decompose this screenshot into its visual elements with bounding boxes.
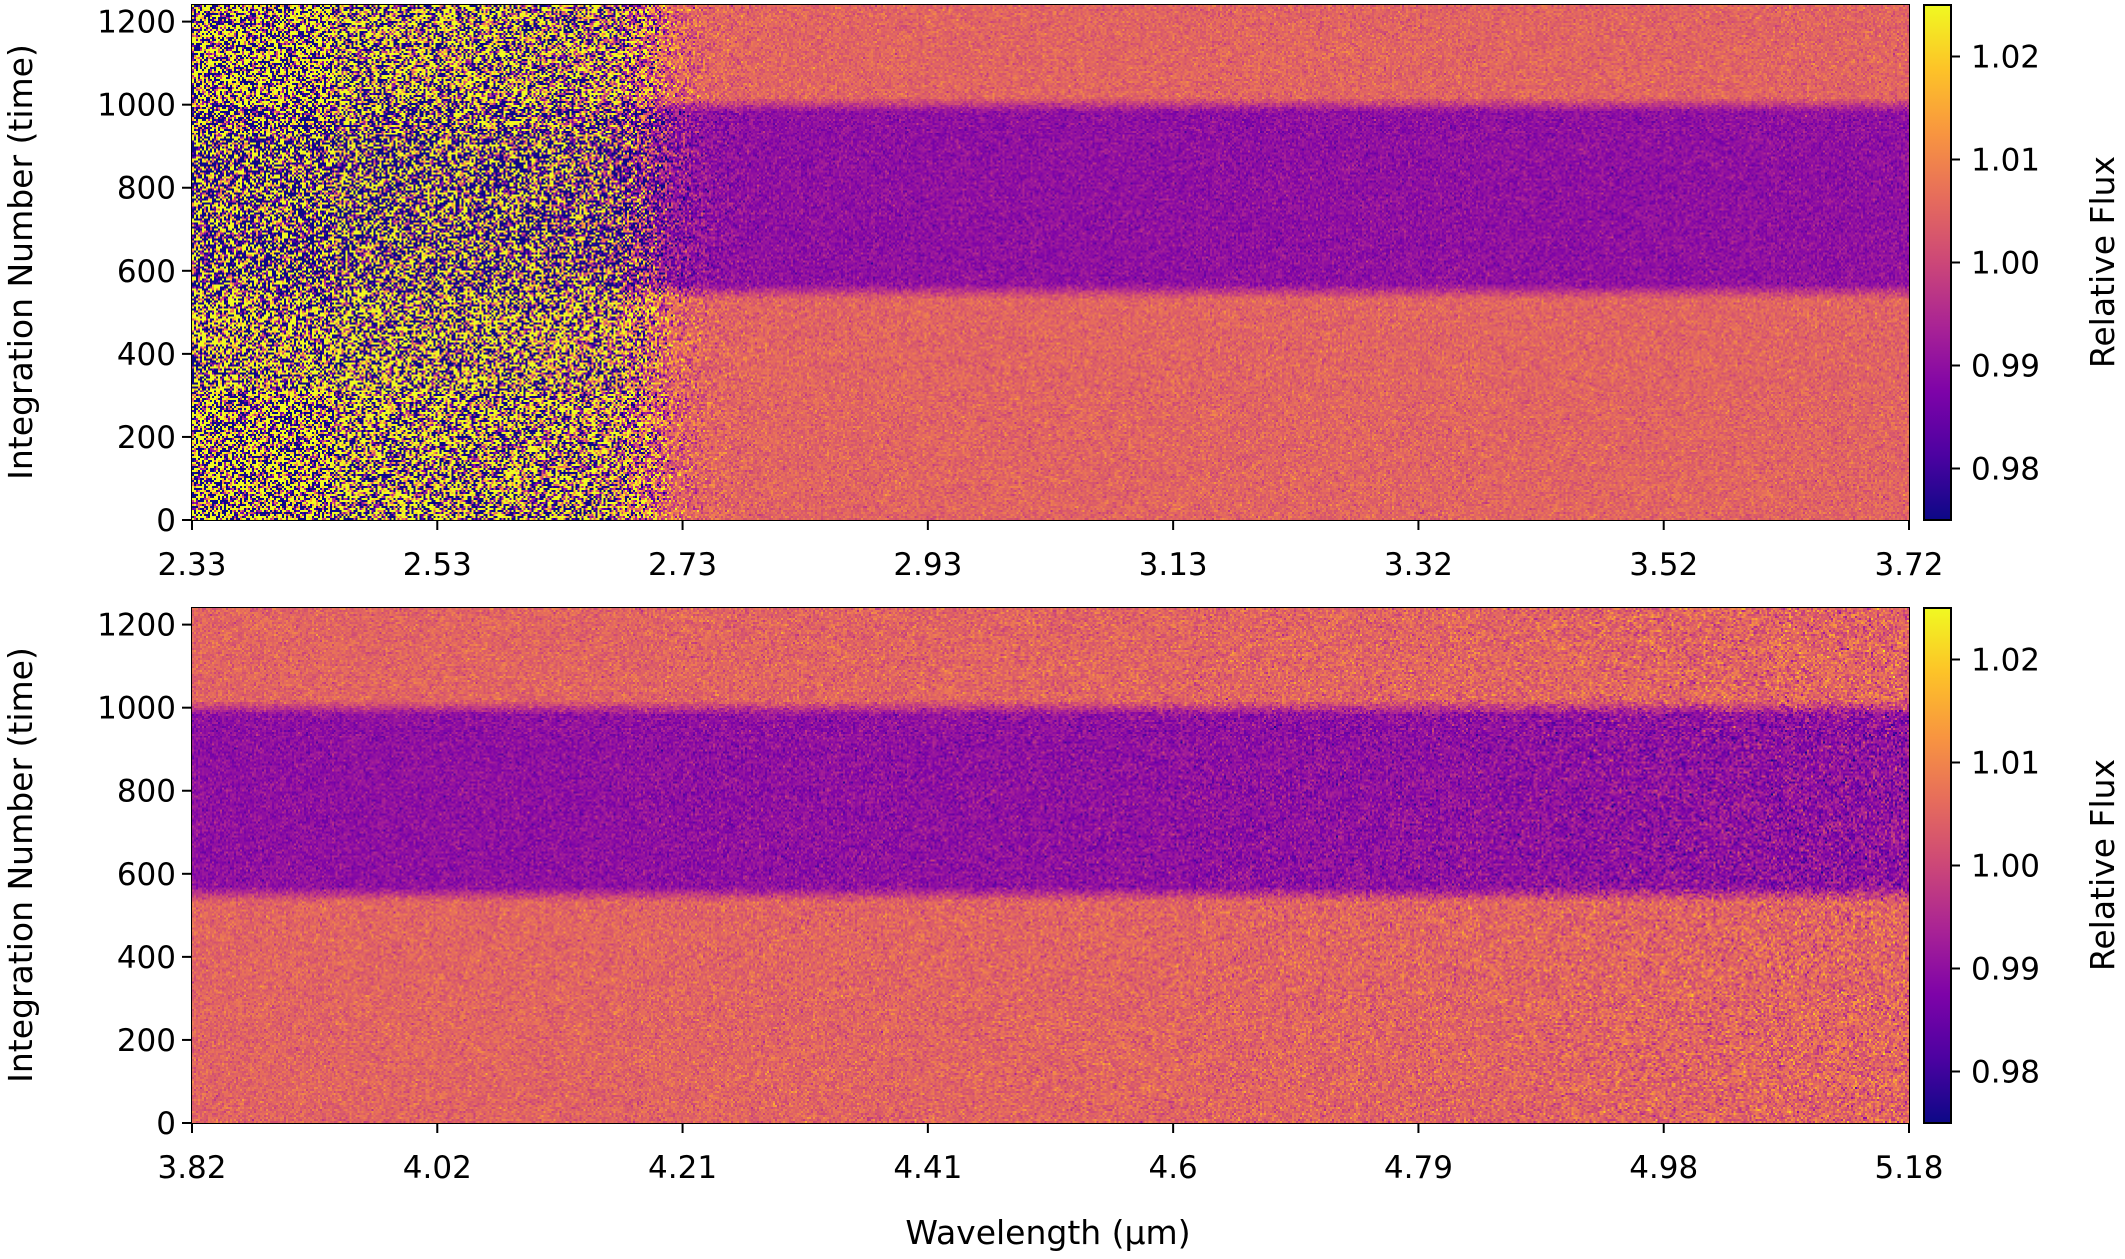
colorbar-tick-label-a-3: 1.01 <box>1971 143 2040 179</box>
y-tick-label-a-3: 600 <box>117 254 176 290</box>
x-tick-label-a-0: 2.33 <box>157 547 226 583</box>
y-axis-label-a: Integration Number (time) <box>1 44 40 480</box>
y-tick-label-b-1: 200 <box>117 1023 176 1059</box>
colorbar-tick-label-a-2: 1.00 <box>1971 246 2040 282</box>
colorbar-a <box>1924 5 1951 520</box>
y-tick-label-a-4: 800 <box>117 171 176 207</box>
x-tick-label-b-4: 4.6 <box>1148 1150 1197 1186</box>
y-tick-label-a-6: 1200 <box>97 5 176 41</box>
x-tick-label-b-3: 4.41 <box>893 1150 962 1186</box>
colorbar-tick-label-a-0: 0.98 <box>1971 452 2040 488</box>
y-tick-label-b-5: 1000 <box>97 691 176 727</box>
colorbar-a-label: Relative Flux <box>2083 156 2122 368</box>
colorbar-tick-label-a-4: 1.02 <box>1971 40 2040 76</box>
x-tick-label-b-0: 3.82 <box>157 1150 226 1186</box>
colorbar-tick-label-b-0: 0.98 <box>1971 1055 2040 1091</box>
heatmap-b <box>192 608 1909 1123</box>
x-tick-label-a-1: 2.53 <box>403 547 472 583</box>
y-tick-label-b-0: 0 <box>156 1106 176 1142</box>
y-tick-label-a-0: 0 <box>156 503 176 539</box>
x-tick-label-b-5: 4.79 <box>1384 1150 1453 1186</box>
y-tick-label-a-1: 200 <box>117 420 176 456</box>
x-axis-label: Wavelength (μm) <box>905 1213 1190 1252</box>
colorbar-b <box>1924 608 1951 1123</box>
colorbar-tick-label-b-2: 1.00 <box>1971 849 2040 885</box>
x-tick-label-a-4: 3.13 <box>1139 547 1208 583</box>
x-tick-label-b-2: 4.21 <box>648 1150 717 1186</box>
x-tick-label-a-5: 3.32 <box>1384 547 1453 583</box>
x-tick-label-a-2: 2.73 <box>648 547 717 583</box>
colorbar-b-label: Relative Flux <box>2083 759 2122 971</box>
y-tick-label-a-2: 400 <box>117 337 176 373</box>
y-tick-label-b-6: 1200 <box>97 608 176 644</box>
x-tick-label-b-1: 4.02 <box>403 1150 472 1186</box>
y-tick-label-a-5: 1000 <box>97 88 176 124</box>
y-tick-label-b-3: 600 <box>117 857 176 893</box>
heatmap-a <box>192 5 1909 520</box>
x-tick-label-b-7: 5.18 <box>1874 1150 1943 1186</box>
x-tick-label-a-3: 2.93 <box>893 547 962 583</box>
x-tick-label-a-7: 3.72 <box>1874 547 1943 583</box>
colorbar-b-ticks: 0.98 0.99 1.00 1.01 1.02 <box>1951 643 2040 1091</box>
x-tick-label-a-6: 3.52 <box>1629 547 1698 583</box>
y-tick-label-b-4: 800 <box>117 774 176 810</box>
colorbar-tick-label-b-1: 0.99 <box>1971 952 2040 988</box>
colorbar-tick-label-a-1: 0.99 <box>1971 349 2040 385</box>
colorbar-tick-label-b-4: 1.02 <box>1971 643 2040 679</box>
y-tick-label-b-2: 400 <box>117 940 176 976</box>
colorbar-a-ticks: 0.98 0.99 1.00 1.01 1.02 <box>1951 40 2040 488</box>
x-tick-label-b-6: 4.98 <box>1629 1150 1698 1186</box>
y-axis-label-b: Integration Number (time) <box>1 647 40 1083</box>
colorbar-tick-label-b-3: 1.01 <box>1971 746 2040 782</box>
